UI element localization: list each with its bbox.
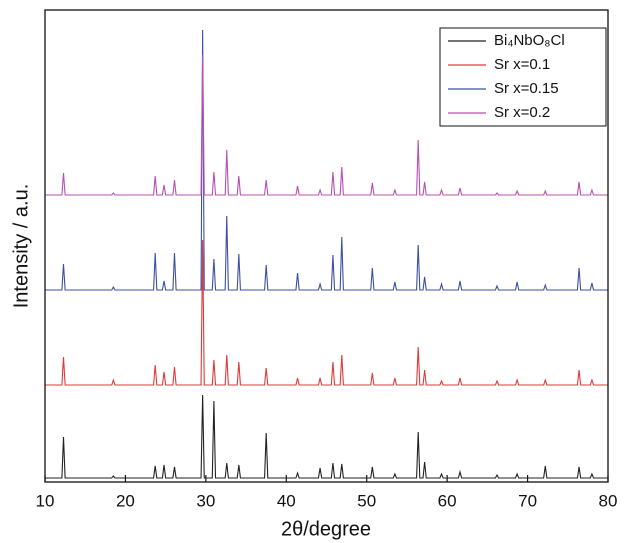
legend-box — [439, 27, 607, 127]
x-tick-label: 30 — [196, 491, 215, 510]
series-line — [45, 239, 608, 386]
x-tick-label: 20 — [116, 491, 135, 510]
series-line — [45, 29, 608, 291]
x-tick-label: 10 — [36, 491, 55, 510]
plot-frame — [44, 9, 609, 483]
legend-label: Sr x=0.15 — [494, 80, 559, 97]
x-tick-label: 40 — [277, 491, 296, 510]
x-tick-label: 60 — [438, 491, 457, 510]
y-axis-label: Intensity / a.u. — [10, 184, 32, 309]
x-tick-label: 80 — [599, 491, 618, 510]
series-line — [45, 54, 608, 196]
legend-label: Sr x=0.2 — [494, 104, 550, 121]
series-line — [45, 394, 608, 479]
legend-label: Sr x=0.1 — [494, 56, 550, 73]
x-axis-label: 2θ/degree — [281, 518, 371, 540]
x-tick-label: 50 — [357, 491, 376, 510]
x-tick-label: 70 — [518, 491, 537, 510]
legend-label: Bi₄NbO₈Cl — [494, 32, 565, 49]
